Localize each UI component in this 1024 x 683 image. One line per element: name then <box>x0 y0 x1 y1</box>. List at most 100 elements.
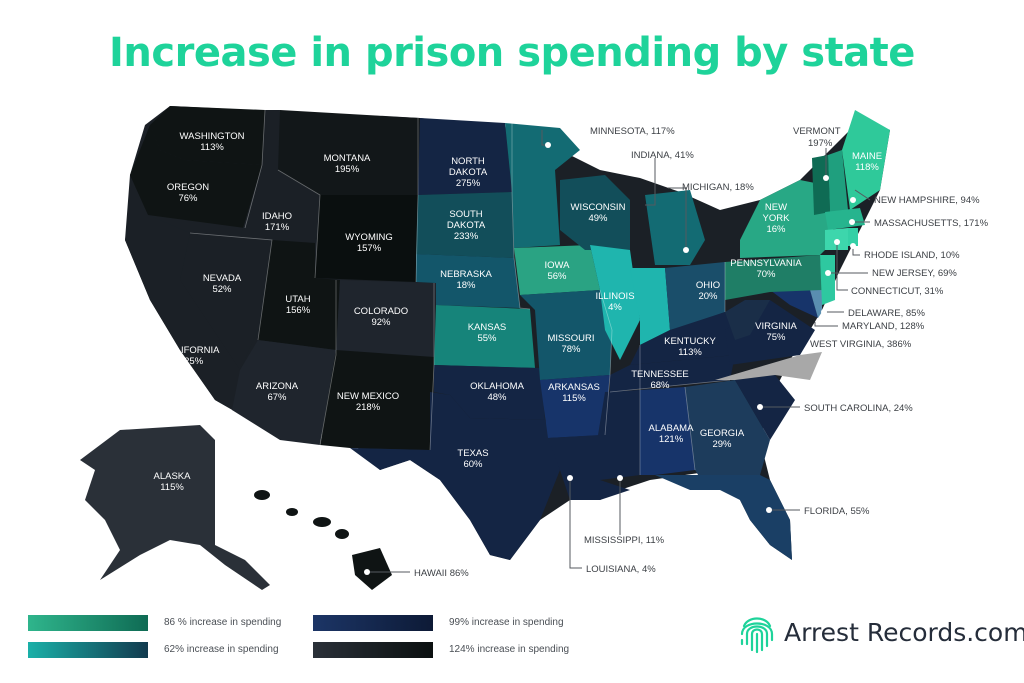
state-kansas <box>434 305 535 368</box>
legend-swatch-124 <box>313 642 433 658</box>
state-michigan <box>645 190 705 265</box>
legend-label-62: 62% increase in spending <box>164 644 279 655</box>
state-texas <box>350 392 560 560</box>
state-idaho <box>240 110 320 243</box>
state-north-carolina <box>715 352 822 380</box>
state-delaware <box>810 290 822 318</box>
state-alabama <box>640 387 695 475</box>
florida-dot <box>766 507 772 513</box>
label-north-dakota: NORTH DAKOTA 275% <box>449 156 488 189</box>
label-arizona: ARIZONA 67% <box>256 381 299 403</box>
label-south-dakota: SOUTH DAKOTA 233% <box>447 209 486 242</box>
louisiana-dot <box>567 475 573 481</box>
state-rhode-island <box>848 228 858 246</box>
rhode-island-dot <box>850 243 856 249</box>
label-alabama: ALABAMA 121% <box>649 423 695 445</box>
state-new-york <box>740 180 835 258</box>
state-ohio <box>665 262 725 330</box>
label-missouri: MISSOURI 78% <box>548 333 595 355</box>
inline-labels: WASHINGTON 113% OREGON 76% IDAHO 171% MONTA… <box>154 131 883 493</box>
label-arkansas: ARKANSAS 115% <box>548 382 600 404</box>
callout-massachusetts: MASSACHUSETTS, 171% <box>874 218 989 229</box>
new-jersey-dot <box>825 270 831 276</box>
state-north-dakota <box>418 118 512 195</box>
state-illinois <box>590 245 640 360</box>
label-new-mexico: NEW MEXICO 218% <box>337 391 399 413</box>
label-ohio: OHIO 20% <box>696 280 720 302</box>
state-south-dakota <box>416 192 514 258</box>
state-arkansas <box>540 375 610 438</box>
state-missouri <box>520 290 612 380</box>
state-kentucky <box>630 312 745 365</box>
new-hampshire-dot <box>850 197 856 203</box>
state-oklahoma <box>434 365 545 420</box>
callout-hawaii: HAWAII 86% <box>414 568 469 579</box>
state-nebraska <box>416 254 520 308</box>
label-oregon: OREGON 76% <box>167 182 209 204</box>
state-maine <box>842 110 890 210</box>
label-virginia: VIRGINIA 75% <box>755 321 797 343</box>
hawaii-islands <box>254 490 392 590</box>
state-california <box>125 215 250 420</box>
south-carolina-dot <box>757 404 763 410</box>
map-title: Increase in prison spending by state <box>109 30 915 76</box>
callout-west-virginia: WEST VIRGINIA, 386% <box>810 339 912 350</box>
brand-name: Arrest Records.com <box>784 618 1024 647</box>
label-idaho: IDAHO 171% <box>262 211 292 233</box>
callout-minnesota: MINNESOTA, 117% <box>590 126 675 137</box>
michigan-dot <box>683 247 689 253</box>
state-new-jersey <box>820 255 835 305</box>
label-maine: MAINE 118% <box>852 151 882 173</box>
state-new-mexico <box>320 350 434 450</box>
callout-rhode-island: RHODE ISLAND, 10% <box>864 250 960 261</box>
legend-label-86: 86 % increase in spending <box>164 617 282 628</box>
state-west-virginia <box>725 300 770 340</box>
state-oregon <box>130 125 262 228</box>
label-texas: TEXAS 60% <box>457 448 488 470</box>
callout-new-hampshire: NEW HAMPSHIRE, 94% <box>874 195 980 206</box>
legend-swatch-99 <box>313 615 433 631</box>
legend-label-124: 124% increase in spending <box>449 644 570 655</box>
label-pennsylvania: PENNSYLVANIA 70% <box>730 258 802 280</box>
state-massachusetts <box>825 208 865 230</box>
state-utah <box>258 240 340 350</box>
label-iowa: IOWA 56% <box>545 260 571 282</box>
label-illinois: ILLINOIS 4% <box>595 291 634 313</box>
callout-connecticut: CONNECTICUT, 31% <box>851 286 944 297</box>
state-colorado <box>336 280 436 357</box>
state-florida <box>655 475 792 560</box>
massachusetts-dot <box>849 219 855 225</box>
state-wyoming <box>315 195 418 282</box>
state-montana <box>278 110 420 195</box>
state-indiana <box>630 268 670 345</box>
callout-mississippi: MISSISSIPPI, 11% <box>584 535 665 546</box>
callout-louisiana: LOUISIANA, 4% <box>586 564 656 575</box>
label-alaska: ALASKA 115% <box>154 471 192 493</box>
state-arizona <box>232 340 336 445</box>
callout-labels: MINNESOTA, 117% INDIANA, 41% MICHIGAN, 1… <box>414 126 989 579</box>
connecticut-dot <box>834 239 840 245</box>
hawaii-dot <box>364 569 370 575</box>
state-louisiana <box>548 435 630 500</box>
state-vermont <box>812 155 830 215</box>
callout-florida: FLORIDA, 55% <box>804 506 870 517</box>
state-wisconsin <box>560 175 630 250</box>
vermont-dot <box>823 175 829 181</box>
label-montana: MONTANA 195% <box>324 153 371 175</box>
fingerprint-icon <box>740 617 774 654</box>
label-washington: WASHINGTON 113% <box>180 131 245 153</box>
callout-south-carolina: SOUTH CAROLINA, 24% <box>804 403 913 414</box>
callout-maryland: MARYLAND, 128% <box>842 321 925 332</box>
state-nevada <box>180 233 272 370</box>
mississippi-dot <box>617 475 623 481</box>
label-tennessee: TENNESSEE 68% <box>631 369 689 391</box>
legend-label-99: 99% increase in spending <box>449 617 564 628</box>
legend-swatch-86 <box>28 615 148 631</box>
label-wyoming: WYOMING 157% <box>345 232 393 254</box>
label-kentucky: KENTUCKY 113% <box>664 336 716 358</box>
label-wisconsin: WISCONSIN 49% <box>571 202 626 224</box>
label-new-york: NEW YORK 16% <box>763 202 791 235</box>
label-california: CALIFORNIA 125% <box>162 345 220 367</box>
state-tennessee <box>610 355 735 392</box>
